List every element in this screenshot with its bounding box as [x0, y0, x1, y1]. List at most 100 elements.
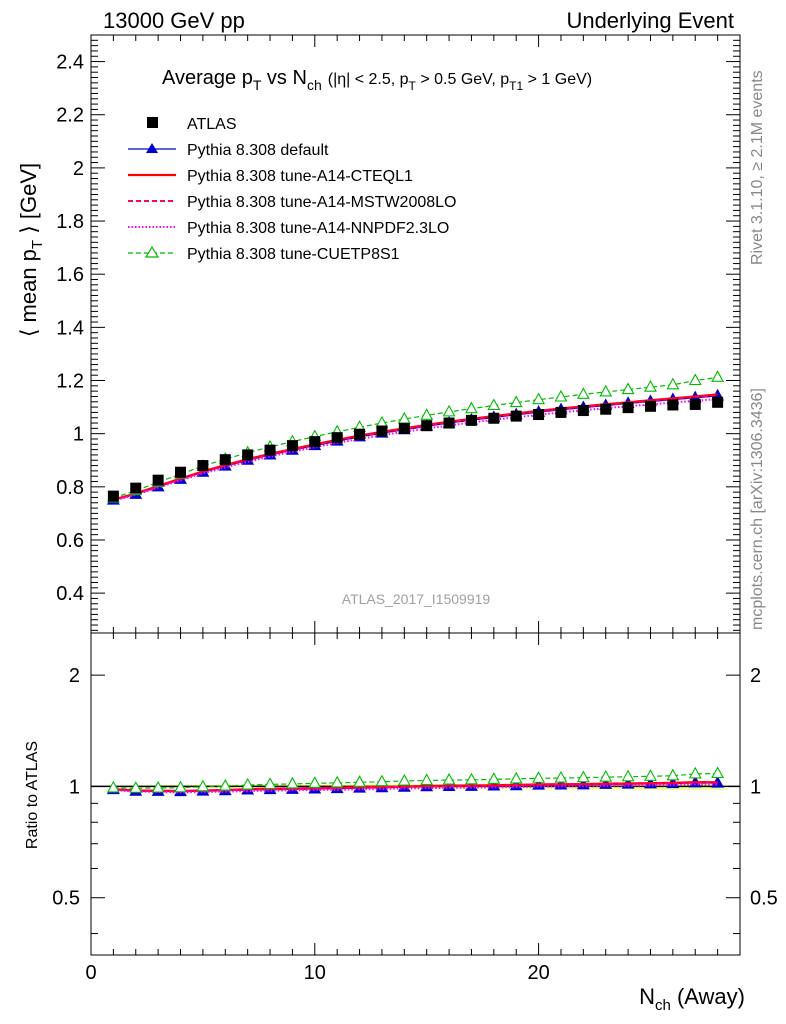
ratio-series-marker [241, 777, 255, 790]
data-point [286, 440, 298, 452]
ratio-series-marker [151, 780, 165, 793]
ratio-series-marker [106, 780, 120, 793]
data-point [152, 474, 164, 486]
data-point [197, 460, 209, 472]
series-line [113, 398, 718, 502]
series-marker [599, 384, 613, 397]
data-point [443, 417, 455, 429]
data-point [398, 422, 410, 434]
ratio-series-marker [174, 780, 187, 793]
ratio-series-marker [554, 770, 568, 783]
series-marker [554, 389, 568, 402]
header-right: Underlying Event [566, 8, 734, 33]
y-tick-label: 2.4 [56, 52, 84, 74]
ratio-series-line [113, 772, 718, 789]
ratio-series-marker [666, 768, 680, 781]
data-point [175, 466, 187, 478]
data-point [577, 405, 589, 417]
legend-label-default: Pythia 8.308 default [187, 142, 329, 159]
ratio-series-marker [397, 773, 411, 786]
ratio-series-marker [688, 766, 702, 779]
x-tick-label: 0 [85, 962, 96, 984]
data-point [309, 436, 321, 448]
ratio-plot-frame [90, 632, 741, 956]
y-tick-label: 2.2 [56, 105, 84, 127]
ratio-series-marker [218, 778, 232, 791]
data-point [219, 454, 231, 466]
data-point [354, 428, 366, 440]
data-point [421, 420, 433, 432]
rivet-label: Rivet 3.1.10, ≥ 2.1M events [749, 70, 766, 265]
data-point [510, 410, 522, 422]
ratio-series-marker [353, 775, 366, 787]
series-marker [442, 404, 456, 417]
y-tick-label: 0.4 [56, 583, 84, 605]
data-point [264, 444, 276, 456]
y-tick-label: 2 [73, 158, 84, 180]
analysis-watermark: ATLAS_2017_I1509919 [342, 591, 491, 607]
header-left: 13000 GeV pp [103, 8, 245, 33]
legend-label-cteql1: Pythia 8.308 tune-A14-CTEQL1 [187, 168, 413, 185]
ratio-series-marker [599, 770, 613, 782]
data-point [600, 403, 612, 415]
y-tick-label: 0.6 [56, 530, 84, 552]
series-marker [509, 395, 523, 408]
ratio-tick-label-right: 0.5 [750, 888, 778, 910]
ratio-series-marker [330, 775, 344, 788]
y-tick-label: 1.2 [56, 371, 84, 393]
ratio-tick-label-right: 2 [750, 665, 761, 687]
data-point [242, 449, 254, 461]
y-tick-label: 1 [73, 424, 84, 446]
series-marker [532, 392, 546, 405]
ratio-tick-label-left: 2 [69, 665, 80, 687]
ratio-tick-label-left: 0.5 [52, 888, 80, 910]
y-axis-label: ⟨ mean pT ⟩ [GeV] [16, 163, 46, 337]
y-tick-label: 1.6 [56, 264, 84, 286]
data-point [465, 414, 477, 426]
series-marker [666, 377, 680, 390]
ratio-series-line [113, 783, 718, 794]
ratio-series-line [113, 781, 718, 793]
series-line [113, 394, 718, 502]
series-marker [621, 382, 635, 395]
legend-label-cuetp8s1: Pythia 8.308 tune-CUETP8S1 [187, 246, 400, 263]
ratio-series-marker [263, 777, 277, 789]
y-tick-label: 0.8 [56, 477, 84, 499]
chart-title: Average pT vs Nch (|η| < 2.5, pT > 0.5 Ge… [162, 67, 592, 93]
series-marker [420, 408, 434, 420]
data-point [376, 425, 388, 437]
legend-label-mstw: Pythia 8.308 tune-A14-MSTW2008LO [187, 194, 456, 211]
ratio-series-marker [196, 779, 210, 792]
ratio-series-marker [285, 776, 299, 789]
ratio-series-marker [509, 771, 523, 784]
data-point [667, 399, 679, 411]
legend-label-atlas: ATLAS [187, 116, 237, 133]
ratio-series-marker [621, 769, 635, 782]
ratio-series-marker [308, 776, 322, 788]
ratio-series-marker [711, 766, 725, 779]
data-point [644, 400, 656, 412]
data-point [533, 409, 545, 421]
data-point [107, 490, 119, 502]
ratio-series-marker [644, 769, 657, 781]
legend-marker-atlas [147, 117, 158, 128]
ratio-series-marker [576, 770, 590, 783]
ratio-series-marker [442, 772, 456, 785]
x-axis-label: Nch (Away) [639, 984, 745, 1014]
mcplots-label: mcplots.cern.ch [arXiv:1306.3436] [749, 388, 766, 630]
legend-label-nnpdf: Pythia 8.308 tune-A14-NNPDF2.3LO [187, 220, 449, 237]
ratio-series-marker [375, 774, 389, 787]
ratio-series-marker [487, 772, 501, 784]
data-point [331, 432, 343, 444]
ratio-tick-label-left: 1 [69, 776, 80, 798]
y-tick-label: 1.8 [56, 211, 84, 233]
series-marker [465, 401, 478, 414]
x-tick-label: 20 [527, 962, 549, 984]
legend-marker-default [146, 143, 158, 153]
ratio-y-label: Ratio to ATLAS [24, 741, 41, 849]
series-marker [711, 370, 725, 382]
series-marker [644, 380, 657, 392]
ratio-series-marker [129, 781, 143, 793]
ratio-tick-label-right: 1 [750, 776, 761, 798]
series-marker [688, 373, 702, 386]
